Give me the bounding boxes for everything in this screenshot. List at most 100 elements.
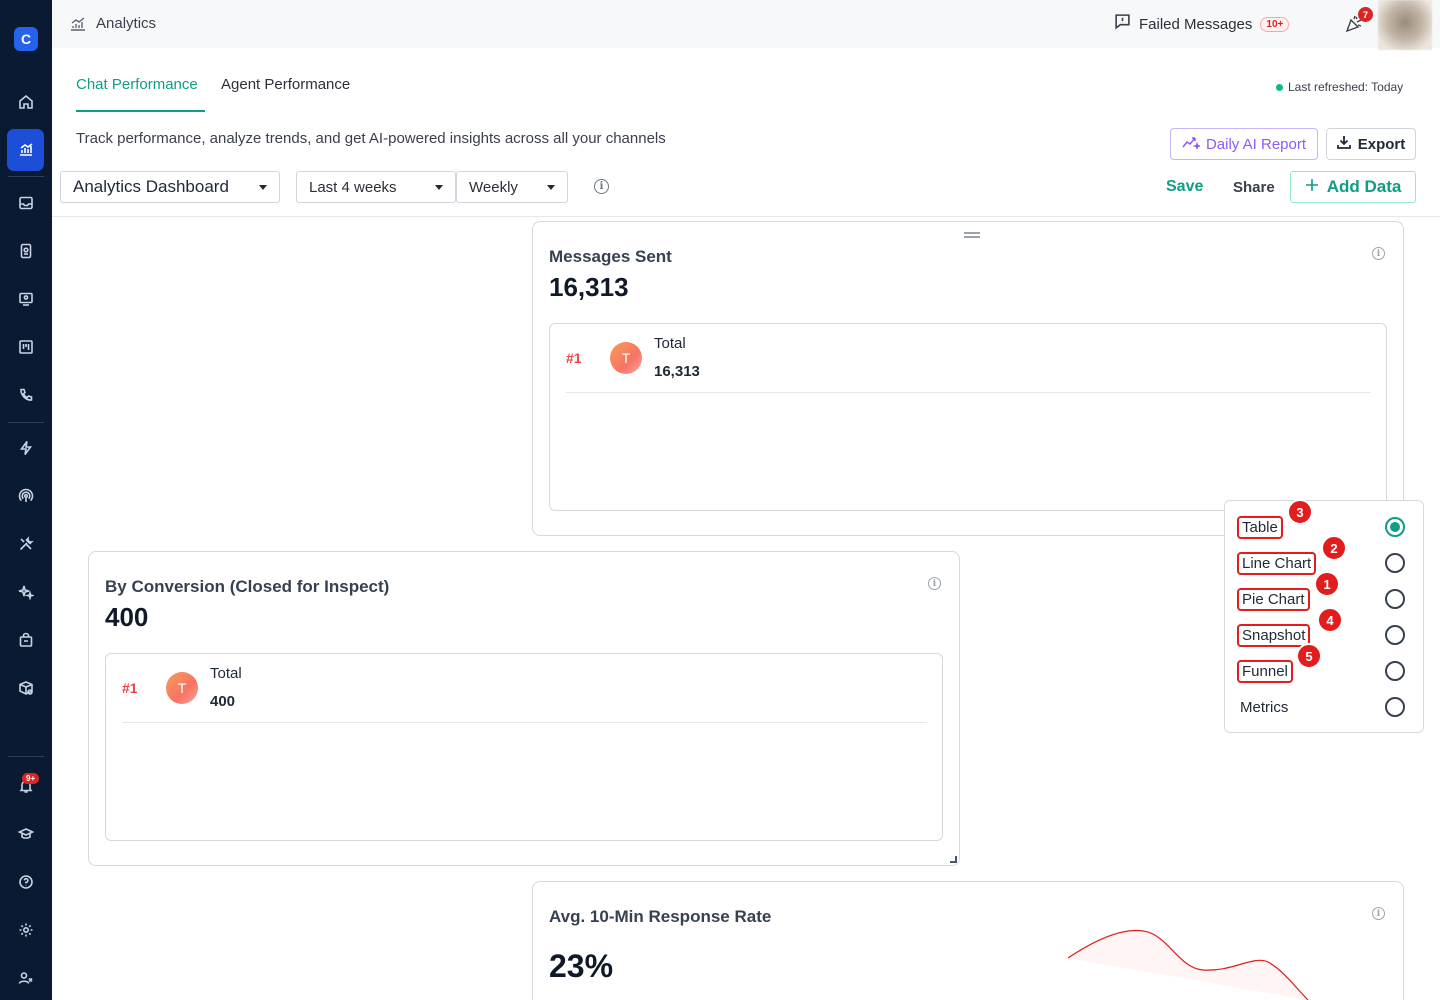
last-refreshed: Last refreshed: Today [1276,80,1403,94]
bell-icon[interactable] [0,766,52,806]
tab-chat-performance[interactable]: Chat Performance [76,76,198,93]
menu-item-snapshot[interactable]: Snapshot [1237,624,1311,647]
bolt-icon[interactable] [0,428,52,468]
contacts-icon[interactable] [0,231,52,271]
announcements-icon[interactable] [1344,14,1364,39]
failed-messages-count: 10+ [1260,16,1290,32]
top-bar: Analytics Failed Messages 10+ 7 [52,0,1440,50]
save-button[interactable]: Save [1166,178,1204,195]
row-divider [122,722,927,723]
tools-icon[interactable] [0,524,52,564]
home-icon[interactable] [0,82,52,122]
info-icon[interactable]: i [594,179,609,194]
daily-ai-report-button[interactable]: Daily AI Report [1170,128,1318,160]
frequency-select[interactable]: Weekly [456,171,568,203]
card-title: Avg. 10-Min Response Rate [549,907,772,926]
users-icon[interactable] [0,958,52,998]
radio-snapshot[interactable] [1385,625,1405,645]
package-icon[interactable] [0,668,52,708]
settings-icon[interactable] [0,910,52,950]
row-divider [566,392,1371,393]
plus-icon [1305,177,1319,197]
dashboard-select[interactable]: Analytics Dashboard [60,171,280,203]
sidebar: C 9+ [0,0,52,1000]
analytics-icon [70,17,86,36]
sparkles-icon[interactable] [0,572,52,612]
avatar: T [610,342,642,374]
trend-sparkle-icon [1182,135,1202,153]
drag-handle-icon[interactable] [964,232,980,238]
failed-messages-label: Failed Messages [1139,15,1253,33]
add-data-label: Add Data [1326,177,1402,196]
notification-badge: 9+ [22,773,40,784]
menu-item-funnel[interactable]: Funnel [1237,660,1293,683]
card-value: 400 [105,602,149,632]
broadcast-icon[interactable] [0,476,52,516]
row-label: Total [210,665,242,682]
bag-icon[interactable] [0,620,52,660]
info-icon[interactable]: i [1372,247,1385,260]
caret-down-icon [547,184,555,190]
radio-metrics[interactable] [1385,697,1405,717]
tab-agent-performance[interactable]: Agent Performance [221,76,351,93]
export-label: Export [1357,135,1406,153]
download-icon [1336,135,1351,153]
status-dot [1276,83,1283,91]
row-value: 16,313 [654,363,700,380]
resize-handle-icon[interactable] [950,856,957,863]
card-value: 16,313 [549,272,629,302]
date-range-value: Last 4 weeks [309,178,397,196]
help-icon[interactable] [0,862,52,902]
header-divider [52,216,1440,217]
response-rate-sparkline [1068,929,1309,1000]
menu-item-pie-chart[interactable]: Pie Chart [1237,588,1310,611]
caret-down-icon [259,184,267,190]
row-value: 400 [210,693,236,710]
daily-ai-report-label: Daily AI Report [1205,135,1307,153]
last-refreshed-text: Last refreshed: Today [1288,80,1404,94]
failed-messages-button[interactable]: Failed Messages 10+ [1114,13,1290,35]
info-icon[interactable]: i [928,577,941,590]
caret-down-icon [435,184,443,190]
radio-line-chart[interactable] [1385,553,1405,573]
graduation-icon[interactable] [0,814,52,854]
analytics-icon[interactable] [7,129,44,171]
row-label: Total [654,335,686,352]
annotation-badge: 5 [1296,643,1322,669]
radio-table[interactable] [1385,517,1405,537]
annotation-badge: 4 [1317,607,1343,633]
card-title: Messages Sent [549,247,672,266]
table-view [549,323,1387,511]
card-value: 23% [549,948,614,984]
dashboard-select-value: Analytics Dashboard [73,177,229,196]
export-button[interactable]: Export [1326,128,1416,160]
info-icon[interactable]: i [1372,907,1385,920]
date-range-select[interactable]: Last 4 weeks [296,171,456,203]
page-title: Analytics [96,15,157,32]
add-data-button[interactable]: Add Data [1290,171,1416,203]
annotation-badge: 3 [1287,499,1313,525]
radio-pie-chart[interactable] [1385,589,1405,609]
annotation-badge: 1 [1314,571,1340,597]
user-avatar[interactable] [1378,0,1432,50]
inbox-icon[interactable] [0,183,52,223]
rank-label: #1 [122,680,138,696]
menu-item-line-chart[interactable]: Line Chart [1237,552,1317,575]
announcements-badge: 7 [1358,7,1373,22]
sidebar-divider [8,422,44,423]
sidebar-divider [8,756,44,757]
monitor-icon[interactable] [0,279,52,319]
menu-item-metrics[interactable]: Metrics [1240,699,1289,716]
menu-item-table[interactable]: Table [1237,516,1283,539]
page-description: Track performance, analyze trends, and g… [76,130,666,147]
table-view [105,653,943,841]
frequency-value: Weekly [469,178,518,196]
app-logo[interactable]: C [14,27,38,51]
message-alert-icon [1114,13,1131,35]
phone-icon[interactable] [0,375,52,415]
radio-funnel[interactable] [1385,661,1405,681]
card-title: By Conversion (Closed for Inspect) [105,577,390,596]
share-button[interactable]: Share [1233,179,1275,196]
board-icon[interactable] [0,327,52,367]
rank-label: #1 [566,350,582,366]
